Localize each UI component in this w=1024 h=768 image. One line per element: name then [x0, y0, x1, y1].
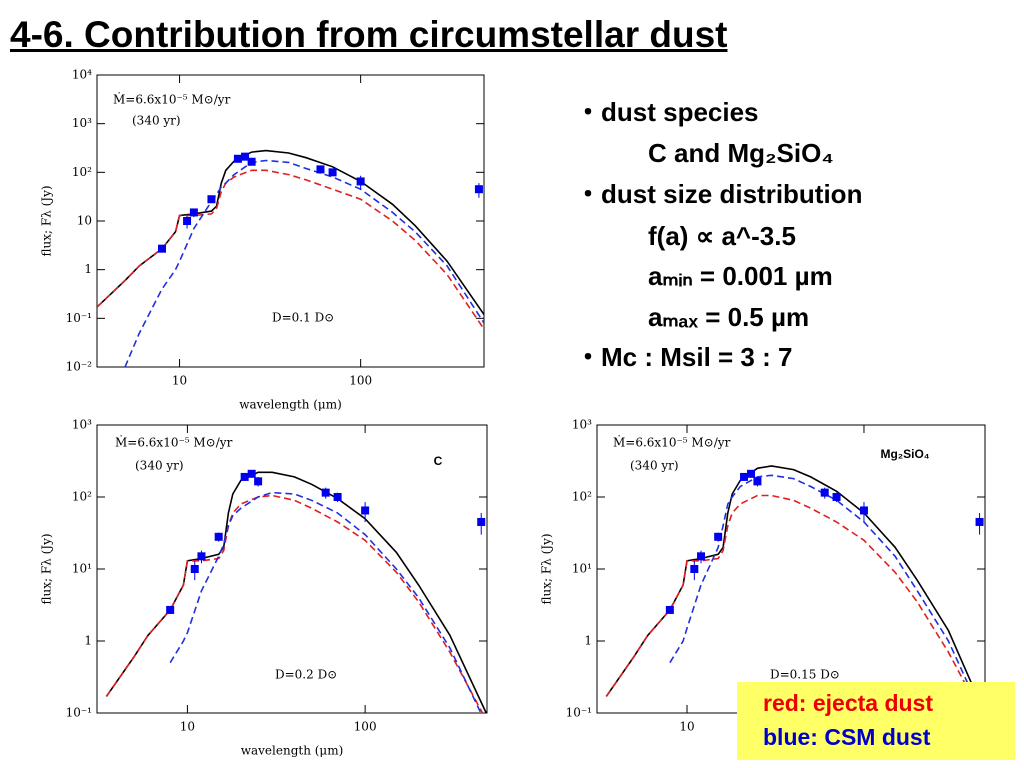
y-tick-label: 10² [72, 490, 92, 504]
bullet: ・dust species [575, 97, 759, 127]
data-point [247, 469, 256, 478]
data-point [321, 488, 330, 497]
annotation: Ṁ=6.6x10⁻⁵ M⊙/yr [613, 435, 731, 450]
legend-note: red: ejecta dust blue: CSM dust [737, 682, 1015, 760]
y-tick-label: 10⁻¹ [66, 706, 92, 720]
annotation: (340 yr) [630, 459, 679, 473]
bullet: ・Mᴄ : Msil = 3 : 7 [575, 342, 793, 372]
data-point [740, 472, 749, 481]
annotation: Ṁ=6.6x10⁻⁵ M⊙/yr [113, 92, 231, 107]
y-tick-label: 10⁴ [72, 68, 92, 82]
annotation: (340 yr) [132, 114, 181, 128]
data-point [254, 477, 263, 486]
y-tick-label: 10¹ [72, 562, 92, 576]
data-point [189, 208, 198, 217]
x-tick-label: 100 [349, 374, 372, 388]
y-tick-label: 10³ [572, 418, 592, 432]
bullet: C and Mg₂SiO₄ [648, 138, 834, 168]
data-point [166, 605, 175, 614]
y-tick-label: 10¹ [572, 562, 592, 576]
data-point [753, 477, 762, 486]
data-point [241, 152, 250, 161]
data-point [975, 517, 984, 526]
y-tick-label: 1 [584, 634, 592, 648]
x-axis-label: wavelength (μm) [241, 744, 344, 758]
annotation: D=0.2 D⊙ [275, 668, 337, 682]
data-point [820, 488, 829, 497]
data-point [697, 552, 706, 561]
y-tick-label: 10⁻¹ [566, 706, 592, 720]
data-point [474, 185, 483, 194]
x-tick-label: 100 [354, 720, 377, 734]
chart-label: C [434, 454, 443, 468]
data-point [158, 244, 167, 253]
series-line [97, 149, 484, 315]
y-tick-label: 10 [77, 214, 92, 228]
annotation: (340 yr) [135, 459, 184, 473]
x-tick-label: 10 [172, 374, 187, 388]
data-point [247, 157, 256, 166]
y-tick-label: 10³ [72, 116, 92, 130]
series-line [97, 169, 484, 330]
bullet: ・dust size distribution [575, 179, 863, 209]
y-tick-label: 10⁻² [66, 360, 93, 374]
data-point [356, 177, 365, 186]
data-point [477, 517, 486, 526]
y-axis-label: flux; Fλ (Jy) [540, 533, 554, 604]
y-tick-label: 10³ [72, 418, 92, 432]
data-point [233, 154, 242, 163]
data-point [859, 506, 868, 515]
y-tick-label: 1 [84, 634, 92, 648]
y-axis-label: flux; Fλ (Jy) [40, 533, 54, 604]
data-point [316, 165, 325, 174]
data-point [328, 168, 337, 177]
data-point [214, 532, 223, 541]
legend-blue: blue: CSM dust [763, 724, 931, 750]
series-line [605, 494, 982, 713]
annotation: D=0.15 D⊙ [770, 668, 840, 682]
bullet: aₘₐₓ = 0.5 µm [648, 302, 810, 332]
data-point [183, 217, 192, 225]
data-point [197, 552, 206, 561]
legend-red: red: ejecta dust [763, 690, 933, 716]
bullet: aₘᵢₙ = 0.001 µm [648, 261, 833, 291]
data-point [240, 472, 249, 481]
x-axis-label: wavelength (μm) [239, 398, 342, 412]
y-tick-label: 1 [84, 262, 92, 276]
data-point [690, 565, 699, 573]
bullet: f(a) ∝ a^-3.5 [648, 221, 796, 251]
series-line [669, 474, 983, 713]
y-tick-label: 10² [572, 490, 592, 504]
slide-title: 4-6. Contribution from circumstellar dus… [10, 14, 728, 55]
series-line [124, 159, 484, 367]
annotation: Ṁ=6.6x10⁻⁵ M⊙/yr [115, 435, 233, 450]
y-axis-label: flux; Fλ (Jy) [40, 185, 54, 256]
data-point [333, 493, 342, 501]
data-point [714, 532, 723, 541]
data-point [190, 565, 199, 573]
series-line [169, 491, 482, 713]
data-point [747, 469, 756, 478]
annotation: D=0.1 D⊙ [272, 311, 334, 325]
x-tick-label: 10 [679, 720, 694, 734]
data-point [207, 195, 216, 204]
y-tick-label: 10² [72, 165, 92, 179]
data-point [361, 506, 370, 515]
series-line [105, 494, 484, 713]
data-point [665, 605, 674, 614]
data-point [832, 493, 841, 501]
y-tick-label: 10⁻¹ [66, 311, 92, 325]
x-tick-label: 10 [180, 720, 195, 734]
chart-label: Mg₂SiO₄ [880, 447, 929, 461]
